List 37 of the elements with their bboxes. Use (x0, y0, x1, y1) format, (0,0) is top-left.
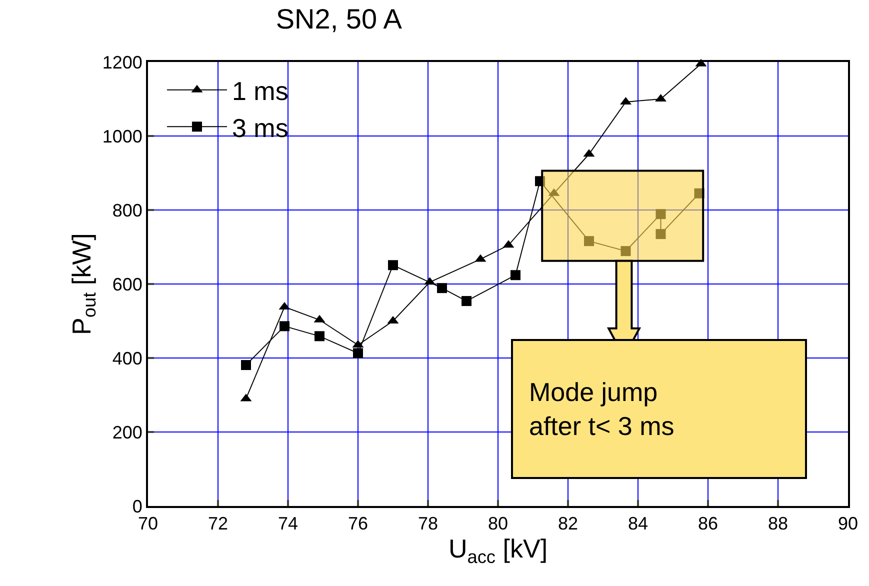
x-tick-label: 84 (628, 514, 648, 534)
legend-label: 1 ms (232, 76, 288, 106)
y-tick-label: 600 (112, 274, 142, 294)
x-tick-label: 72 (208, 514, 228, 534)
point (388, 260, 398, 270)
point (437, 283, 447, 294)
legend-label: 3 ms (232, 112, 288, 143)
x-tick-label: 90 (838, 514, 858, 534)
x-tick-label: 80 (488, 514, 508, 534)
point (694, 188, 704, 198)
x-tick-label: 78 (418, 514, 438, 534)
x-tick-label: 74 (278, 514, 298, 534)
point (510, 270, 520, 280)
y-tick-label: 800 (112, 200, 142, 220)
y-tick-label: 400 (112, 348, 142, 368)
point (462, 296, 472, 306)
x-tick-label: 88 (768, 514, 788, 534)
point (535, 176, 545, 186)
annotation: Mode jump after t< 3 ms (529, 377, 674, 441)
y-tick-label: 0 (132, 496, 142, 516)
y-tick-label: 1200 (102, 52, 142, 72)
x-axis-title: U$_{acc}$ [kV] (448, 534, 548, 568)
point (584, 236, 594, 246)
y-tick-label: 200 (112, 422, 142, 442)
point (656, 209, 666, 220)
point (620, 246, 631, 256)
point (353, 348, 363, 358)
x-tick-label: 70 (138, 514, 158, 534)
x-tick-label: 82 (558, 514, 578, 534)
point (656, 229, 666, 240)
x-tick-label: 86 (698, 514, 718, 534)
point (314, 331, 324, 342)
point (241, 360, 251, 370)
point (280, 321, 290, 332)
y-tick-label: 1000 (102, 126, 142, 146)
x-tick-label: 76 (348, 514, 368, 534)
chart-title: SN2, 50 A (276, 3, 402, 34)
